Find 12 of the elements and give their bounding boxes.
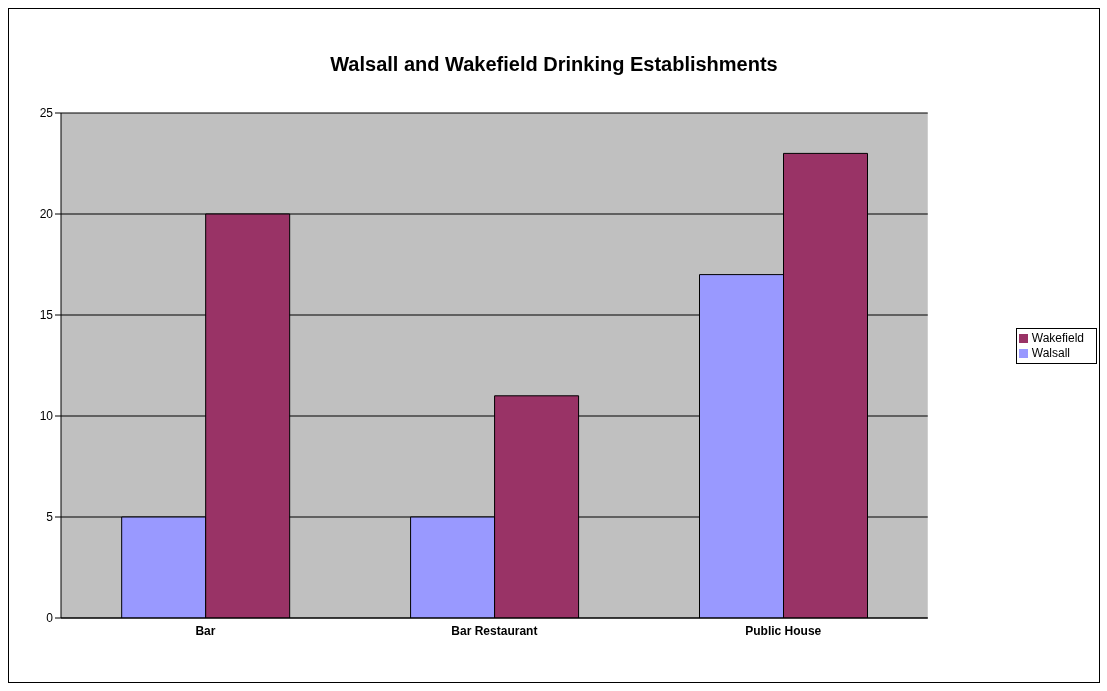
- x-tick-label: Bar: [195, 623, 216, 638]
- y-tick-label: 10: [39, 409, 54, 424]
- y-tick-label: 0: [46, 611, 54, 626]
- chart-title: Walsall and Wakefield Drinking Establishments: [329, 53, 779, 76]
- y-tick-label: 15: [39, 308, 54, 323]
- y-tick-label: 20: [39, 207, 54, 222]
- legend-label: Walsall: [1031, 345, 1070, 360]
- x-tick-label: Bar Restaurant: [451, 623, 538, 638]
- x-tick-label: Public House: [745, 623, 822, 638]
- y-tick-label: 25: [39, 106, 54, 121]
- legend-label: Wakefield: [1031, 330, 1084, 345]
- y-tick-label: 5: [46, 510, 54, 525]
